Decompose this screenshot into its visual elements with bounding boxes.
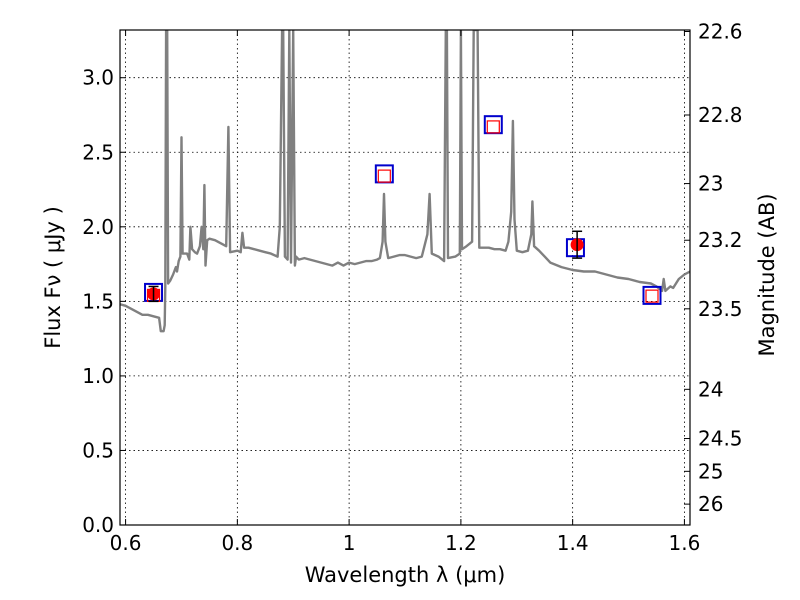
x-tick-label: 1.2 <box>445 531 477 555</box>
y-tick-label: 2.5 <box>82 140 114 164</box>
model-square-inner <box>645 289 659 303</box>
x-tick-label: 1 <box>343 531 356 555</box>
y-tick-label: 0.5 <box>82 438 114 462</box>
plot-frame <box>119 29 691 526</box>
y-tick-label: 1.0 <box>82 364 114 388</box>
y2-tick-label: 23 <box>698 172 723 196</box>
x-axis-label: Wavelength λ (μm) <box>305 563 506 587</box>
y2-tick-label: 24.5 <box>698 427 743 451</box>
y2-tick-label: 26 <box>698 492 723 516</box>
y2-tick-label: 23.5 <box>698 297 743 321</box>
x-tick-label: 1.4 <box>557 531 589 555</box>
model-square-inner <box>486 120 500 134</box>
model-square-inner <box>377 169 391 183</box>
model-square <box>642 285 662 305</box>
axes: 0.6 0.8 1 1.2 1.4 1.6 0.0 0.5 1.0 1.5 2.0 2.5 3.0 22.… <box>82 19 742 555</box>
y2-tick-label: 23.2 <box>698 228 743 252</box>
y2-tick-label: 25 <box>698 459 723 483</box>
x-tick-label: 0.8 <box>221 531 253 555</box>
y-axis-label: Flux Fν ( μJy ) <box>41 206 65 349</box>
x-tick-label: 0.6 <box>110 531 142 555</box>
y2-tick-label: 24 <box>698 377 723 401</box>
spectrum-line <box>120 30 690 333</box>
marker-layer <box>144 115 662 305</box>
y2-tick-label: 22.8 <box>698 103 743 127</box>
y-tick-label: 3.0 <box>82 66 114 90</box>
y-tick-label: 1.5 <box>82 289 114 313</box>
grid <box>120 30 690 526</box>
x-tick-label: 1.6 <box>669 531 701 555</box>
y2-axis-label: Magnitude (AB) <box>755 193 779 356</box>
spectrum-layer <box>120 30 690 333</box>
y-tick-label: 2.0 <box>82 215 114 239</box>
y2-tick-label: 22.6 <box>698 19 743 43</box>
y-tick-label: 0.0 <box>82 513 114 537</box>
